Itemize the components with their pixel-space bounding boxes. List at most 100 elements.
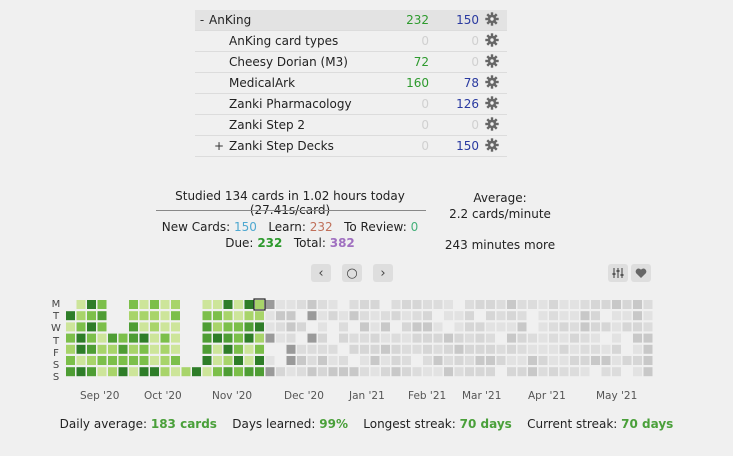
heatmap-cell[interactable] — [360, 356, 369, 365]
heatmap-cell[interactable] — [549, 333, 558, 343]
heatmap-cell[interactable] — [129, 311, 138, 321]
heatmap-cell[interactable] — [202, 367, 212, 377]
heatmap-cell[interactable] — [402, 300, 411, 309]
heatmap-cell[interactable] — [129, 322, 138, 332]
heatmap-cell[interactable] — [475, 356, 485, 365]
heatmap-cell[interactable] — [570, 356, 579, 365]
heatmap-cell[interactable] — [517, 356, 527, 365]
heatmap-cell[interactable] — [538, 311, 548, 321]
heatmap-cell[interactable] — [454, 344, 464, 354]
heatmap-cell[interactable] — [129, 333, 138, 343]
heatmap-cell[interactable] — [633, 322, 642, 332]
heatmap-cell[interactable] — [370, 333, 380, 343]
heatmap-cell[interactable] — [381, 356, 390, 365]
heatmap-cell[interactable] — [244, 311, 254, 321]
heatmap-cell[interactable] — [643, 367, 653, 377]
heatmap-cell[interactable] — [454, 356, 464, 365]
heatmap-cell[interactable] — [486, 333, 495, 343]
heatmap-cell[interactable] — [486, 344, 495, 354]
heatmap-cell[interactable] — [318, 300, 327, 309]
heatmap-cell[interactable] — [76, 367, 86, 377]
heatmap-cell[interactable] — [234, 333, 243, 343]
heatmap-cell[interactable] — [276, 333, 285, 343]
heatmap-cell[interactable] — [580, 344, 590, 354]
heatmap-cell[interactable] — [549, 311, 558, 321]
heatmap-cell[interactable] — [433, 322, 443, 332]
heatmap-cell[interactable] — [391, 300, 401, 309]
heatmap-cell[interactable] — [66, 356, 75, 365]
heatmap-cell[interactable] — [444, 333, 453, 343]
heatmap-cell[interactable] — [591, 300, 600, 309]
heatmap-cell[interactable] — [402, 356, 411, 365]
heatmap-cell[interactable] — [223, 311, 233, 321]
heatmap-cell[interactable] — [339, 322, 348, 332]
heatmap-cell[interactable] — [570, 311, 579, 321]
heatmap-cell[interactable] — [213, 356, 222, 365]
heatmap-cell[interactable] — [360, 311, 369, 321]
heatmap-cell[interactable] — [265, 311, 275, 321]
heatmap-cell[interactable] — [328, 311, 338, 321]
heatmap-cell[interactable] — [402, 333, 411, 343]
heatmap-cell[interactable] — [391, 333, 401, 343]
heatmap-cell[interactable] — [286, 344, 296, 354]
heatmap-cell[interactable] — [318, 356, 327, 365]
heatmap-cell[interactable] — [234, 367, 243, 377]
heatmap-cell[interactable] — [66, 322, 75, 332]
prev-button[interactable]: ‹ — [311, 264, 331, 282]
heatmap-cell[interactable] — [538, 367, 548, 377]
deck-name[interactable]: Zanki Step Decks — [229, 139, 334, 153]
heatmap-cell[interactable] — [286, 322, 296, 332]
heatmap-cell[interactable] — [276, 300, 285, 309]
heatmap-cell[interactable] — [549, 367, 558, 377]
heatmap-cell[interactable] — [202, 300, 212, 309]
heatmap-cell[interactable] — [297, 322, 306, 332]
heatmap-cell[interactable] — [307, 356, 317, 365]
heatmap-cell[interactable] — [139, 367, 149, 377]
heatmap-cell[interactable] — [244, 356, 254, 365]
collapse-toggle[interactable]: + — [214, 139, 225, 153]
heatmap-cell[interactable] — [265, 322, 275, 332]
heatmap-cell[interactable] — [507, 300, 516, 309]
deck-name[interactable]: Cheesy Dorian (M3) — [229, 55, 348, 69]
heatmap-cell[interactable] — [97, 333, 107, 343]
heatmap-cell[interactable] — [307, 367, 317, 377]
heatmap-cell[interactable] — [601, 356, 611, 365]
heatmap-cell[interactable] — [118, 333, 128, 343]
heatmap-cell[interactable] — [171, 300, 180, 309]
heatmap-cell[interactable] — [276, 322, 285, 332]
heatmap-cell[interactable] — [370, 311, 380, 321]
heatmap-cell[interactable] — [255, 311, 264, 321]
heatmap-cell[interactable] — [591, 311, 600, 321]
heatmap-cell[interactable] — [549, 344, 558, 354]
heatmap-cell[interactable] — [391, 311, 401, 321]
heatmap-cell[interactable] — [97, 322, 107, 332]
heatmap-cell[interactable] — [213, 311, 222, 321]
heatmap-cell[interactable] — [349, 367, 359, 377]
heatmap-cell[interactable] — [580, 333, 590, 343]
heatmap-cell[interactable] — [150, 300, 159, 309]
heatmap-cell[interactable] — [150, 356, 159, 365]
heatmap-cell[interactable] — [496, 356, 506, 365]
heatmap-cell[interactable] — [570, 300, 579, 309]
heatmap-cell[interactable] — [591, 322, 600, 332]
heatmap-cell[interactable] — [307, 300, 317, 309]
heatmap-cell[interactable] — [118, 344, 128, 354]
heatmap-cell[interactable] — [213, 333, 222, 343]
heatmap-cell[interactable] — [265, 300, 275, 309]
heatmap-cell[interactable] — [318, 333, 327, 343]
heatmap-cell[interactable] — [433, 356, 443, 365]
heatmap-cell[interactable] — [507, 322, 516, 332]
heatmap-cell[interactable] — [150, 344, 159, 354]
heatmap-cell[interactable] — [360, 344, 369, 354]
heatmap-cell[interactable] — [370, 356, 380, 365]
heatmap-cell[interactable] — [318, 311, 327, 321]
heatmap-cell[interactable] — [570, 322, 579, 332]
heatmap-cell[interactable] — [234, 311, 243, 321]
heatmap-cell[interactable] — [465, 322, 474, 332]
gear-icon[interactable] — [485, 117, 499, 131]
heatmap-cell[interactable] — [486, 311, 495, 321]
heatmap-cell[interactable] — [244, 322, 254, 332]
heatmap-cell[interactable] — [465, 356, 474, 365]
heatmap-cell[interactable] — [160, 356, 170, 365]
heatmap-cell[interactable] — [202, 356, 212, 365]
